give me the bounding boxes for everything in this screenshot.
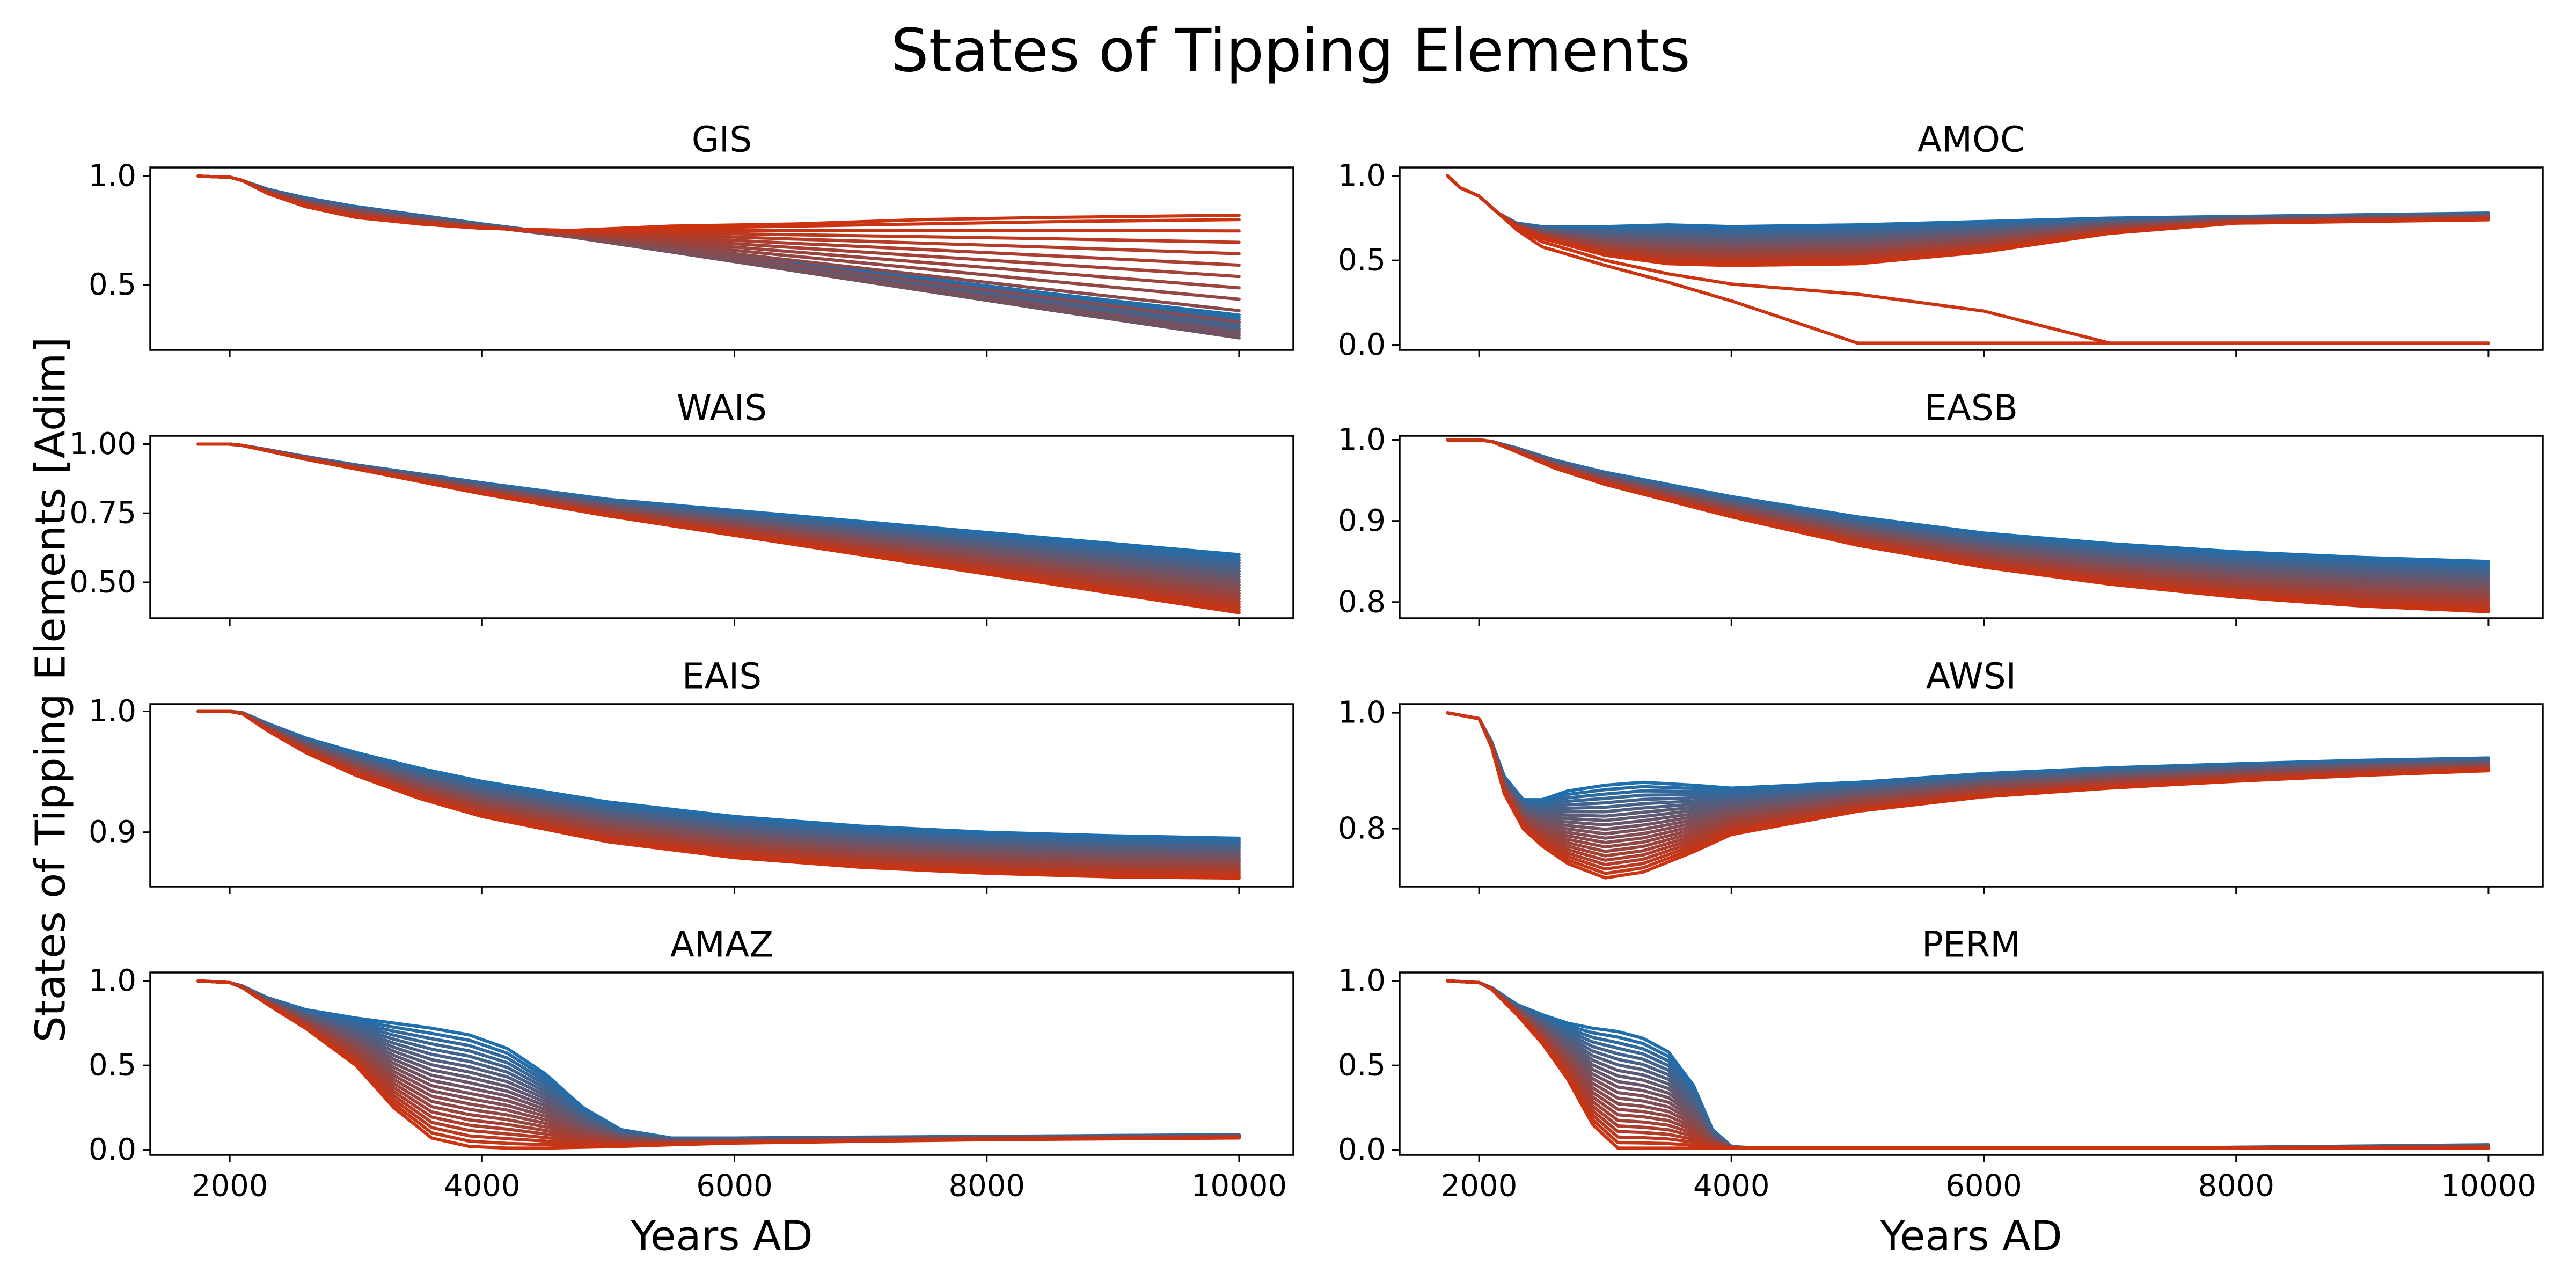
x-tick-label: 2000 xyxy=(192,1169,268,1204)
y-tick-label: 1.00 xyxy=(69,427,136,462)
panel-amaz: 2000 4000 6000 8000 10000 0.0 0.5 1.0 AMAZ Years … xyxy=(89,924,1294,1261)
series-line xyxy=(196,442,1241,614)
y-tick-label: 1.0 xyxy=(1338,158,1386,193)
series-line xyxy=(1446,979,2490,1150)
x-tick-label: 8000 xyxy=(2198,1169,2274,1204)
series-group-amoc xyxy=(1446,174,2490,345)
axes-frame xyxy=(149,166,1294,351)
x-tick-label: 4000 xyxy=(1693,1169,1770,1204)
axes-frame xyxy=(149,971,1294,1156)
y-tick-label: 0.0 xyxy=(89,1132,136,1167)
x-axis-label: Years AD xyxy=(630,1213,813,1261)
axes-frame xyxy=(1399,971,2544,1156)
series-group-amaz xyxy=(196,979,1241,1150)
panel-title: AWSI xyxy=(1926,656,2016,697)
y-tick-label: 0.5 xyxy=(1338,243,1386,278)
panel-title: AMAZ xyxy=(670,924,773,965)
y-tick-label: 0.9 xyxy=(1338,503,1386,538)
axes-frame xyxy=(1399,435,2544,619)
series-line-extra xyxy=(196,174,1241,232)
y-tick-label: 1.0 xyxy=(1338,696,1386,730)
panels: 0.51.0GIS0.00.51.0AMOC0.500.751.00WAIS0.… xyxy=(69,119,2544,1261)
panel-title: GIS xyxy=(692,119,752,160)
panel-eais: 0.9 1.0 EAIS xyxy=(89,656,1294,894)
y-tick-label: 0.0 xyxy=(1338,327,1386,362)
series-line xyxy=(1446,438,2490,613)
y-tick-label: 0.0 xyxy=(1338,1132,1386,1167)
series-group-eais xyxy=(196,709,1241,880)
series-group-perm xyxy=(1446,979,2490,1150)
panel-title: PERM xyxy=(1922,924,2021,965)
x-axis-label: Years AD xyxy=(1879,1213,2062,1261)
y-tick-label: 0.5 xyxy=(89,267,136,302)
series-line-extra xyxy=(1446,174,2490,345)
x-tick-label: 4000 xyxy=(444,1169,521,1204)
axes-frame xyxy=(149,703,1294,888)
panel-easb: 0.8 0.9 1.0 EASB xyxy=(1338,387,2544,626)
figure-ylabel: States of Tipping Elements [Adim] xyxy=(27,337,75,1043)
x-tick-label: 8000 xyxy=(948,1169,1025,1204)
y-tick-label: 1.0 xyxy=(89,159,136,194)
series-group-awsi xyxy=(1446,711,2490,880)
panel-awsi: 0.8 1.0 AWSI xyxy=(1338,656,2544,894)
panel-title: EASB xyxy=(1924,387,2018,429)
axes-frame xyxy=(1399,166,2544,351)
y-tick-label: 1.0 xyxy=(89,963,136,998)
panel-gis: 0.5 1.0 GIS xyxy=(89,119,1294,357)
y-tick-label: 0.8 xyxy=(1338,584,1386,619)
series-group-wais xyxy=(196,442,1241,614)
panel-perm: 2000 4000 6000 8000 10000 0.0 0.5 1.0 PERM Years … xyxy=(1338,924,2544,1261)
series-group-easb xyxy=(1446,438,2490,613)
y-tick-label: 0.9 xyxy=(89,815,136,850)
figure-title: States of Tipping Elements xyxy=(891,17,1690,86)
panel-amoc: 0.0 0.5 1.0 AMOC xyxy=(1338,119,2544,362)
y-tick-label: 0.8 xyxy=(1338,811,1386,846)
y-tick-label: 0.50 xyxy=(69,565,136,600)
axes-frame xyxy=(149,435,1294,619)
x-tick-label: 6000 xyxy=(1945,1169,2022,1204)
y-tick-label: 0.5 xyxy=(89,1048,136,1083)
y-tick-label: 1.0 xyxy=(89,694,136,729)
series-group-gis xyxy=(196,174,1241,340)
x-tick-label: 10000 xyxy=(2441,1169,2536,1204)
y-tick-label: 0.5 xyxy=(1338,1048,1386,1083)
x-tick-label: 2000 xyxy=(1441,1169,1518,1204)
series-line xyxy=(196,979,1241,1150)
panel-title: WAIS xyxy=(677,387,767,429)
axes-frame xyxy=(1399,703,2544,888)
panel-title: AMOC xyxy=(1918,119,2025,160)
y-tick-label: 0.75 xyxy=(69,496,136,531)
series-line xyxy=(196,709,1241,880)
panel-wais: 0.50 0.75 1.00 WAIS xyxy=(69,387,1294,626)
panel-title: EAIS xyxy=(682,656,762,697)
y-tick-label: 1.0 xyxy=(1338,963,1386,998)
y-tick-label: 1.0 xyxy=(1338,422,1386,457)
x-tick-label: 10000 xyxy=(1191,1169,1287,1204)
x-tick-label: 6000 xyxy=(696,1169,773,1204)
series-line xyxy=(1446,711,2490,880)
